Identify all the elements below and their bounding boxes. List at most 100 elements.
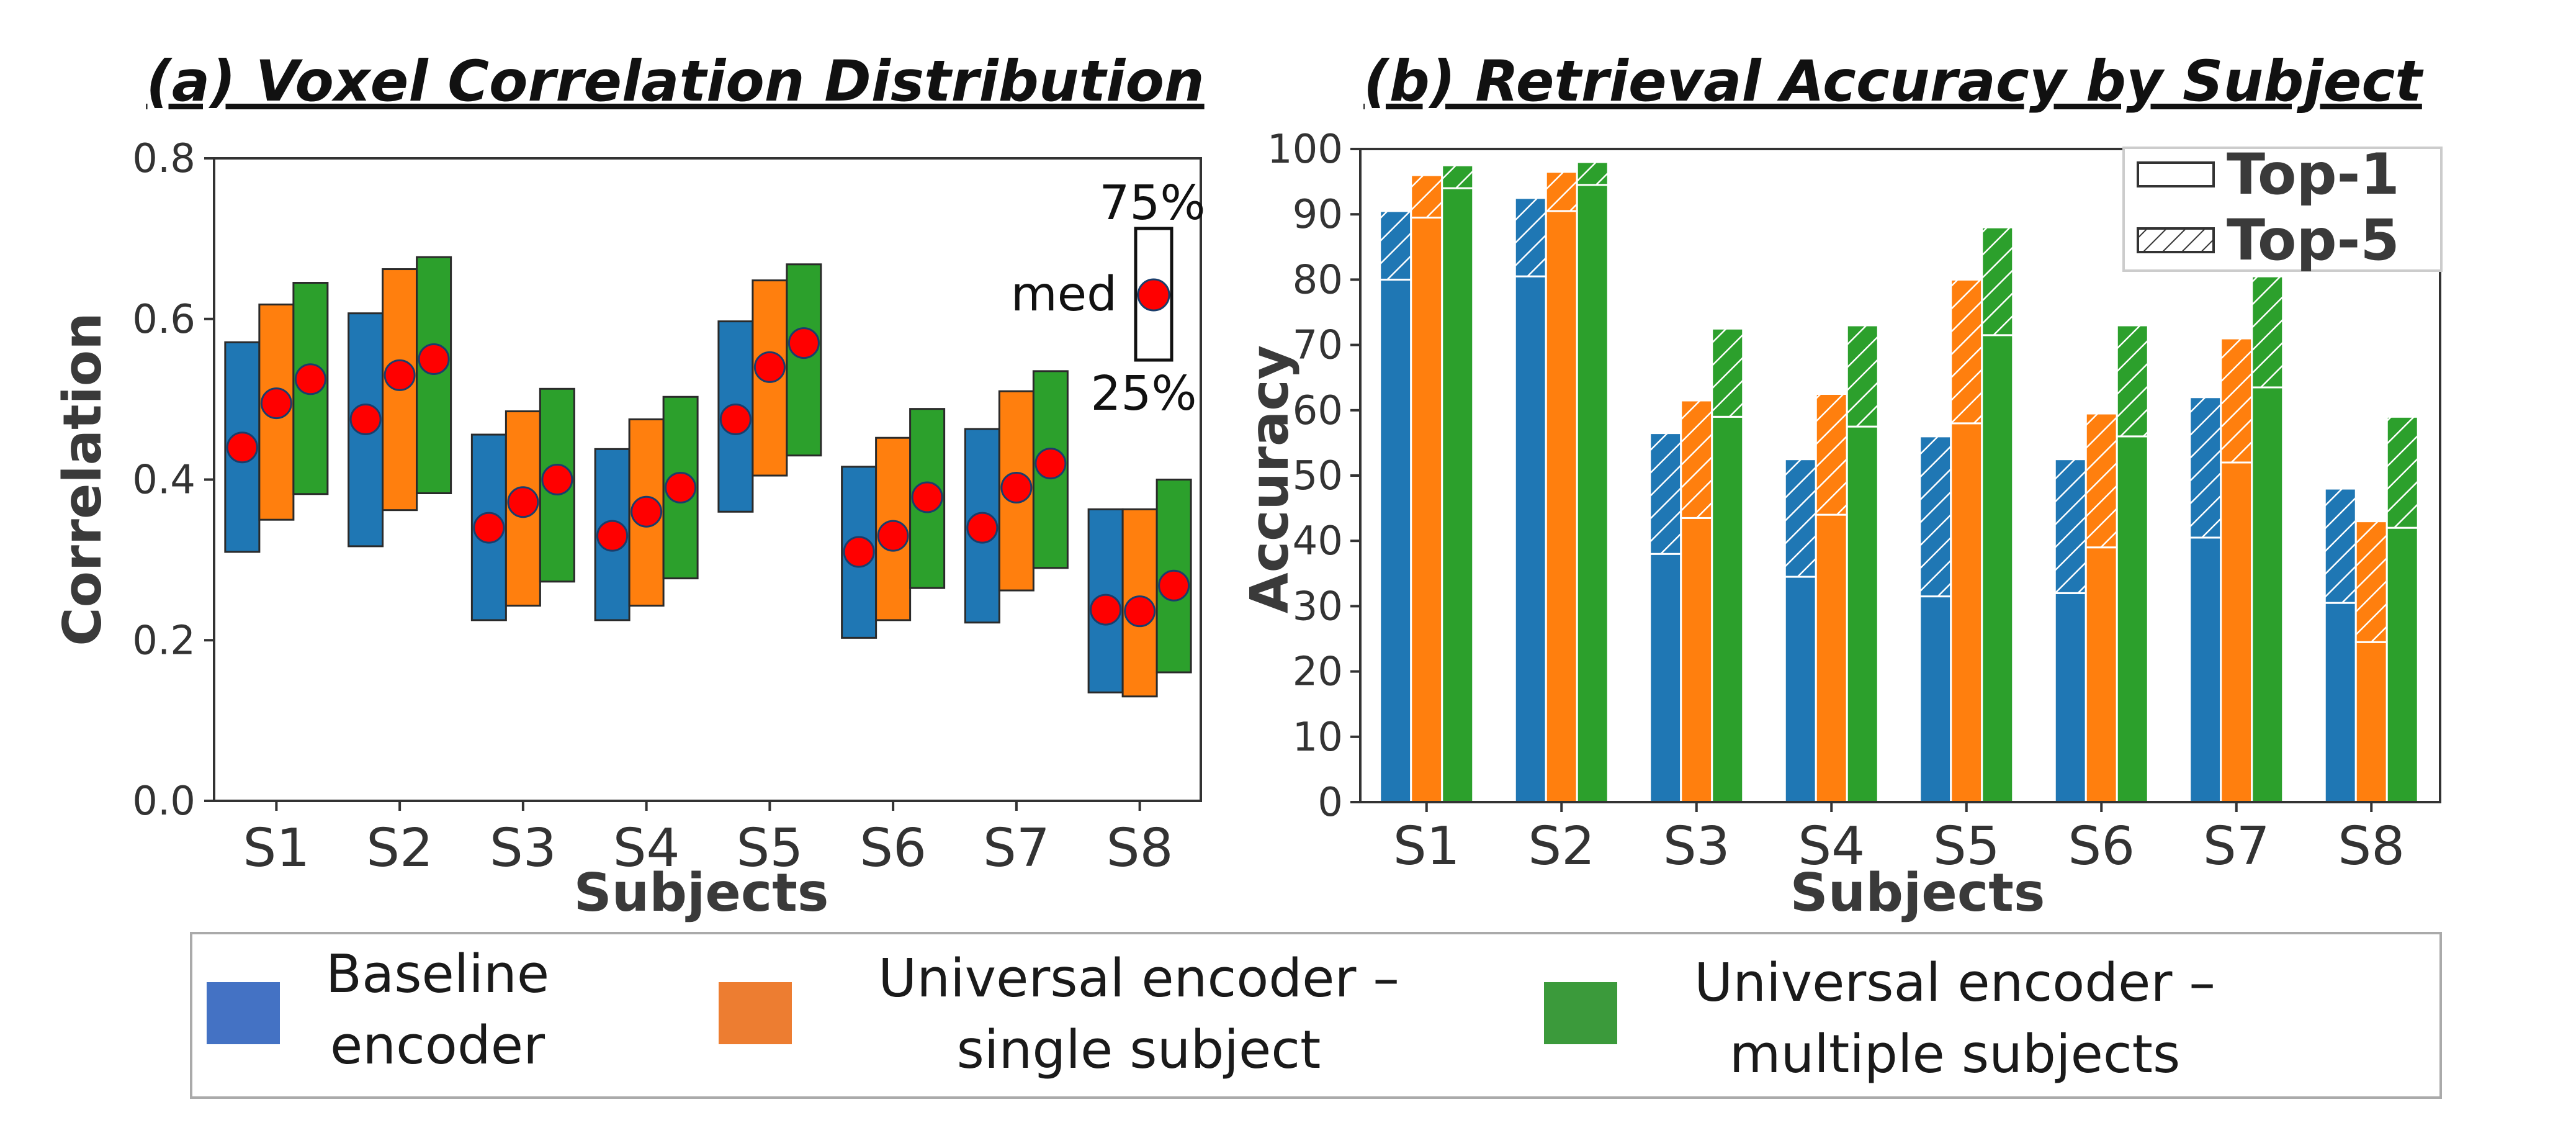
chart-a-title: (a) Voxel Correlation Distribution (146, 49, 1204, 114)
b-bar-top5-hatch (2053, 458, 2087, 594)
chart-a-axes-frame (213, 157, 1202, 802)
a-xtick-label: S6 (859, 818, 927, 879)
b-bar-top5-hatch (1410, 174, 1443, 219)
b-bar-top5-hatch (1815, 393, 1848, 516)
a-median-dot (665, 471, 697, 503)
a-median-dot (719, 403, 752, 435)
a-xtick-label: S8 (1106, 818, 1174, 879)
b-bar-top1 (1410, 216, 1443, 803)
a-xtick-label: S2 (366, 818, 433, 879)
b-bar-top5-hatch (1846, 324, 1879, 428)
chart-a-quartile-annotation: 75% med 25% (1011, 176, 1206, 422)
chart-a-boxes (224, 256, 1192, 698)
b-ytick-label: 10 (1293, 715, 1343, 761)
chart-a-ylabel: Correlation (52, 312, 114, 646)
a-ytick-label: 0.4 (132, 458, 195, 503)
series-legend-frame (190, 932, 2442, 1099)
a-median-dot (294, 363, 326, 395)
legend-baseline-line1: Baseline (326, 944, 549, 1005)
b-bar-top1 (1919, 595, 1952, 803)
b-bar-top5-hatch (2354, 520, 2388, 643)
b-bar-top1 (2251, 386, 2284, 803)
a-median-dot (384, 359, 416, 391)
b-bar-top5-hatch (2385, 415, 2419, 529)
a-median-dot (631, 495, 663, 528)
a-xtick-label: S7 (983, 818, 1050, 879)
a-median-dot (1090, 594, 1122, 626)
b-bar-top5-hatch (1379, 210, 1412, 281)
annotation-med-label: med (1011, 267, 1117, 322)
chart-a-x-ticks: S1 S2 S3 S4 S5 S6 S7 S8 (243, 801, 1174, 879)
b-bar-top1 (2354, 641, 2388, 803)
b-ytick-label: 30 (1293, 584, 1343, 630)
b-xtick-label: S3 (1663, 816, 1730, 877)
b-ytick-label: 70 (1293, 323, 1343, 369)
a-xtick-label: S1 (243, 818, 310, 879)
b-ytick-label: 20 (1293, 649, 1343, 695)
legend-multi-line1: Universal encoder – (1694, 952, 2215, 1014)
a-median-dot (1034, 448, 1067, 480)
b-xtick-label: S4 (1798, 816, 1865, 877)
b-bar-top5-hatch (2116, 324, 2149, 438)
a-median-dot (349, 403, 382, 435)
a-median-dot (226, 431, 258, 464)
series-legend: Baseline encoder Universal encoder – sin… (190, 932, 2442, 1099)
b-bar-top5-hatch (1950, 278, 1983, 425)
a-median-dot (541, 464, 573, 495)
b-ytick-label: 60 (1293, 388, 1343, 434)
b-bar-top1 (2385, 526, 2419, 803)
b-bar-top1 (2220, 461, 2253, 803)
legend-top1-label: Top-1 (2227, 142, 2400, 207)
a-median-dot (1158, 569, 1190, 602)
chart-b-axes-frame (1359, 148, 2441, 803)
b-bar-top1 (1576, 184, 1609, 803)
chart-b-retrieval-accuracy: (b) Retrieval Accuracy by Subject 0 10 20 3… (1239, 49, 2443, 924)
annotation-median-dot (1137, 278, 1170, 312)
b-bar-top5-hatch (1576, 161, 1609, 186)
a-median-dot (1124, 595, 1156, 628)
b-bar-top1 (2053, 592, 2087, 803)
b-bar-top5-hatch (1784, 458, 1817, 578)
chart-b-y-ticks: 0 10 20 30 40 50 60 70 80 90 100 (1267, 127, 1360, 826)
a-ytick-label: 0.2 (132, 618, 195, 664)
legend-single-swatch (719, 982, 792, 1044)
b-bar-top1 (1711, 415, 1744, 803)
a-xtick-label: S3 (490, 818, 557, 879)
chart-b-x-ticks: S1 S2 S3 S4 S5 S6 S7 S8 (1393, 802, 2405, 877)
b-bar-top5-hatch (1514, 197, 1547, 278)
b-ytick-label: 0 (1317, 780, 1343, 826)
b-xtick-label: S6 (2068, 816, 2135, 877)
a-xtick-label: S5 (736, 818, 803, 879)
a-median-dot (473, 512, 505, 544)
a-ytick-label: 0.0 (132, 779, 195, 824)
a-box (786, 263, 822, 457)
a-median-dot (753, 351, 786, 383)
b-bar-top1 (1545, 210, 1578, 803)
b-bar-top5-hatch (2220, 337, 2253, 464)
b-bar-top1 (1846, 425, 1879, 803)
legend-multi-line2: multiple subjects (1730, 1024, 2180, 1085)
a-median-dot (877, 520, 909, 552)
b-xtick-label: S2 (1528, 816, 1595, 877)
chart-b-xlabel: Subjects (1790, 862, 2045, 924)
b-bar-top5-hatch (2085, 412, 2118, 549)
a-ytick-label: 0.6 (132, 297, 195, 343)
b-bar-top5-hatch (1649, 432, 1682, 555)
b-ytick-label: 90 (1293, 192, 1343, 238)
a-median-dot (966, 512, 999, 544)
b-bar-top5-hatch (1680, 399, 1713, 519)
chart-a-xlabel: Subjects (574, 862, 829, 924)
legend-baseline-line2: encoder (330, 1015, 545, 1077)
b-bar-top1 (1680, 517, 1713, 803)
b-xtick-label: S8 (2338, 816, 2405, 877)
b-bar-top5-hatch (1545, 171, 1578, 212)
legend-baseline-swatch (207, 982, 280, 1044)
b-bar-top1 (1981, 334, 2014, 803)
b-bar-top5-hatch (2323, 487, 2357, 604)
a-median-dot (788, 327, 820, 359)
b-bar-top1 (1379, 278, 1412, 803)
b-bar-top1 (1950, 422, 1983, 803)
legend-multi-swatch (1544, 982, 1617, 1044)
a-median-dot (843, 536, 875, 568)
chart-a-y-ticks: 0.0 0.2 0.4 0.6 0.8 (132, 136, 214, 824)
